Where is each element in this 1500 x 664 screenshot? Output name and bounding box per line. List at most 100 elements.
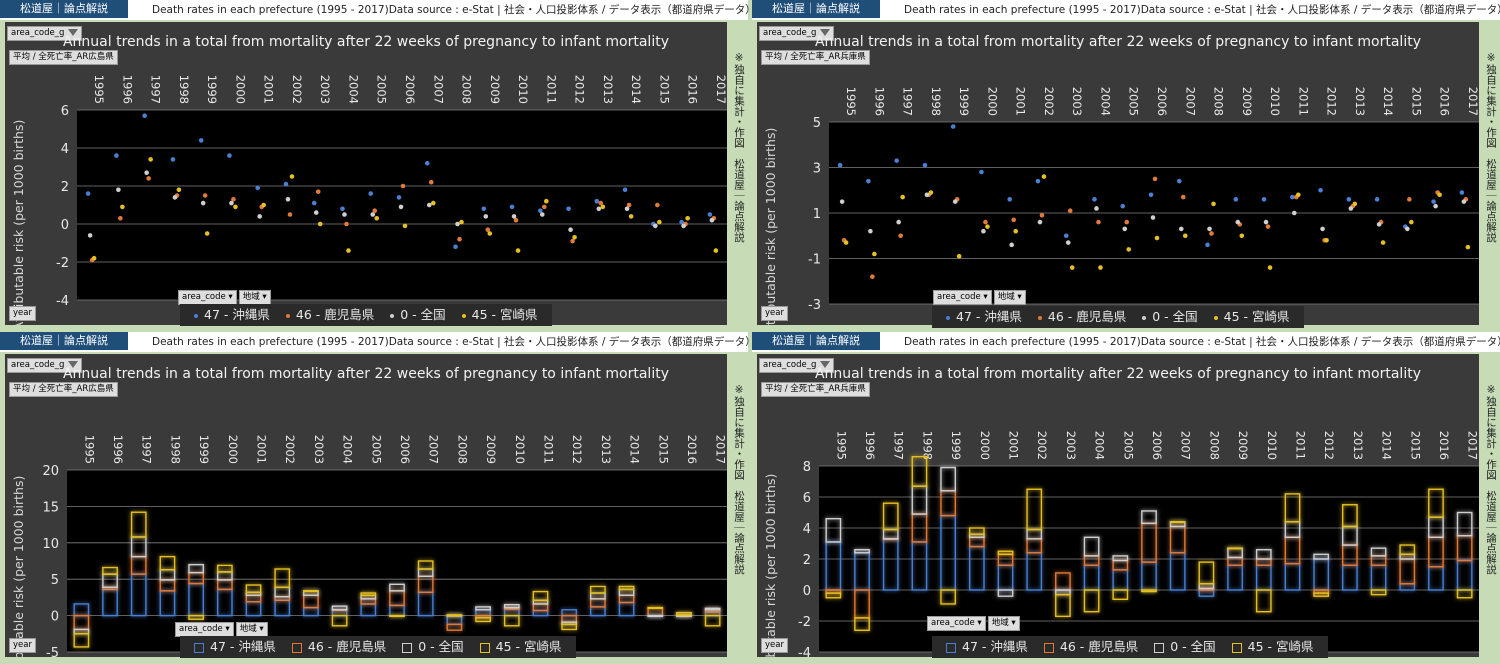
- data-point: [424, 160, 430, 166]
- area-code-filter-button[interactable]: area_code_g: [759, 358, 835, 373]
- x-tick-label: 1999: [197, 435, 211, 464]
- area-code-filter-button[interactable]: area_code_g: [7, 26, 83, 41]
- data-point: [430, 200, 436, 206]
- legend-entry: 47 - 沖縄県: [946, 309, 1022, 324]
- legend-entry: 0 - 全国: [402, 639, 464, 654]
- brand-label[interactable]: 松道屋｜論点解説: [0, 332, 128, 350]
- data-point: [374, 216, 380, 221]
- data-point: [255, 185, 260, 191]
- chiiki-button[interactable]: 地域 ▾: [993, 290, 1026, 305]
- legend-entry: 46 - 鹿児島県: [291, 639, 387, 654]
- legend-marker: [1043, 642, 1054, 653]
- plot-svg: -5 0 5 10 15 20 1995 1996 1997 1998 1999 2000 2001 20…: [11, 435, 727, 657]
- data-point: [229, 200, 234, 206]
- area-code-button[interactable]: area_code ▾: [933, 290, 992, 305]
- data-point: [896, 219, 901, 225]
- data-point: [1407, 197, 1412, 202]
- chiiki-button[interactable]: 地域 ▾: [987, 616, 1020, 631]
- data-point: [372, 208, 378, 213]
- y-tick-label: -3: [808, 298, 821, 313]
- legend-label: 45 - 宮崎県: [495, 639, 562, 654]
- data-point: [1348, 206, 1354, 211]
- value-field-button[interactable]: 平均 / 全死亡率_AR兵庫県: [761, 50, 870, 65]
- data-point: [515, 248, 521, 253]
- side-note: ※独自に集計・作図 松道屋｜論点解説: [1485, 384, 1497, 575]
- year-field-button[interactable]: year: [9, 306, 36, 321]
- data-point: [1094, 206, 1099, 211]
- data-point: [453, 244, 458, 250]
- source-line: Death rates in each prefecture (1995 - 2…: [904, 336, 1500, 348]
- area-code-filter-button[interactable]: area_code_g: [759, 26, 835, 41]
- data-point: [91, 255, 97, 261]
- legend-marker: [291, 642, 302, 653]
- data-point: [342, 212, 347, 217]
- area-code-button[interactable]: area_code ▾: [175, 622, 234, 637]
- x-tick-label: 2011: [1293, 431, 1307, 460]
- chart-title: Annual trends in a total from mortality …: [814, 34, 1421, 50]
- area-code-button[interactable]: area_code ▾: [927, 616, 986, 631]
- data-point: [1211, 201, 1216, 207]
- bar-segment: [589, 585, 606, 594]
- bar-segment: [1083, 589, 1100, 613]
- data-point: [596, 206, 602, 212]
- side-note: ※独自に集計・作図 松道屋｜論点解説: [1485, 52, 1497, 243]
- legend-label: 0 - 全国: [418, 639, 464, 654]
- brand-label[interactable]: 松道屋｜論点解説: [752, 0, 880, 18]
- data-point: [1178, 226, 1184, 232]
- brand-label[interactable]: 松道屋｜論点解説: [0, 0, 128, 18]
- area-code-button[interactable]: area_code ▾: [178, 290, 237, 305]
- chiiki-button[interactable]: 地域 ▾: [235, 622, 268, 637]
- bar-segment: [1141, 510, 1157, 525]
- chart-title: Annual trends in a total from mortality …: [62, 34, 669, 50]
- x-tick-label: 1996: [111, 435, 125, 464]
- x-tick-label: 1997: [901, 87, 915, 116]
- legend-entry: 47 - 沖縄県: [194, 307, 270, 322]
- data-point: [924, 192, 930, 198]
- value-field-button[interactable]: 平均 / 全死亡率_AR広島県: [9, 50, 118, 65]
- data-point: [231, 197, 236, 202]
- legend-label: 46 - 鹿児島県: [307, 639, 387, 654]
- data-point: [1182, 233, 1188, 239]
- bar-segment: [389, 583, 405, 592]
- chart-area: area_code_g 平均 / 全死亡率_AR広島県 Annual trend…: [5, 22, 727, 326]
- data-point: [1007, 197, 1012, 202]
- y-tick-label: -4: [56, 294, 69, 309]
- year-field-button[interactable]: year: [761, 638, 788, 653]
- data-point: [1296, 192, 1301, 198]
- data-point: [685, 216, 690, 221]
- data-point: [198, 138, 204, 143]
- x-tick-label: 2017: [1466, 87, 1479, 116]
- x-tick-label: 2011: [541, 435, 555, 464]
- bar-segment: [130, 511, 147, 538]
- bar-segment: [1370, 589, 1387, 596]
- y-tick-label: 2: [61, 180, 69, 195]
- legend-marker: [194, 642, 204, 653]
- year-field-button[interactable]: year: [761, 306, 788, 321]
- data-point: [1205, 242, 1210, 248]
- data-point: [839, 199, 845, 204]
- chiiki-button[interactable]: 地域 ▾: [238, 290, 271, 305]
- brand-label[interactable]: 松道屋｜論点解説: [752, 332, 880, 350]
- value-field-button[interactable]: 平均 / 全死亡率_AR広島県: [9, 382, 118, 397]
- x-tick-label: 2004: [341, 435, 355, 464]
- value-field-button[interactable]: 平均 / 全死亡率_AR兵庫県: [761, 382, 870, 397]
- legend-label: 47 - 沖縄県: [956, 309, 1022, 324]
- year-field-button[interactable]: year: [9, 638, 36, 653]
- bar-segment: [1112, 589, 1129, 601]
- data-point: [148, 157, 153, 162]
- bar-segment: [475, 617, 491, 623]
- data-point: [200, 200, 206, 206]
- bar-segment: [475, 606, 491, 611]
- bar-segment: [647, 606, 664, 610]
- chart-legend: 47 - 沖縄県 46 - 鹿児島県 0 - 全国 45 - 宮崎県: [180, 304, 552, 326]
- x-tick-label: 2001: [255, 435, 269, 464]
- y-tick-label: 1: [813, 207, 821, 222]
- legend-label: 47 - 沖縄県: [210, 639, 276, 654]
- x-tick-label: 2010: [1268, 87, 1282, 116]
- area-code-filter-button[interactable]: area_code_g: [7, 358, 83, 373]
- data-point: [426, 202, 432, 208]
- data-point: [900, 194, 905, 200]
- data-point: [317, 221, 323, 227]
- chart-panel-0: 松道屋｜論点解説 Death rates in each prefecture …: [0, 0, 756, 330]
- data-point: [985, 224, 990, 229]
